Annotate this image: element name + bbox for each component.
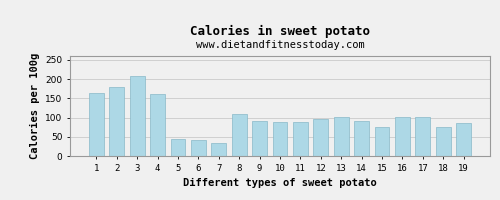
Bar [130,76,144,156]
Bar [314,119,328,156]
Bar [334,117,348,156]
Bar [89,93,104,156]
Bar [436,127,450,156]
Bar [395,117,409,156]
Bar [456,123,471,156]
Bar [191,140,206,156]
Bar [272,122,287,156]
Bar [170,139,186,156]
X-axis label: Different types of sweet potato: Different types of sweet potato [183,178,377,188]
Text: Calories in sweet potato: Calories in sweet potato [190,25,370,38]
Bar [212,143,226,156]
Bar [150,94,165,156]
Text: www.dietandfitnesstoday.com: www.dietandfitnesstoday.com [196,40,364,50]
Bar [252,121,267,156]
Y-axis label: Calories per 100g: Calories per 100g [30,53,40,159]
Bar [293,122,308,156]
Bar [374,127,390,156]
Bar [110,87,124,156]
Bar [354,121,369,156]
Bar [416,117,430,156]
Bar [232,114,246,156]
